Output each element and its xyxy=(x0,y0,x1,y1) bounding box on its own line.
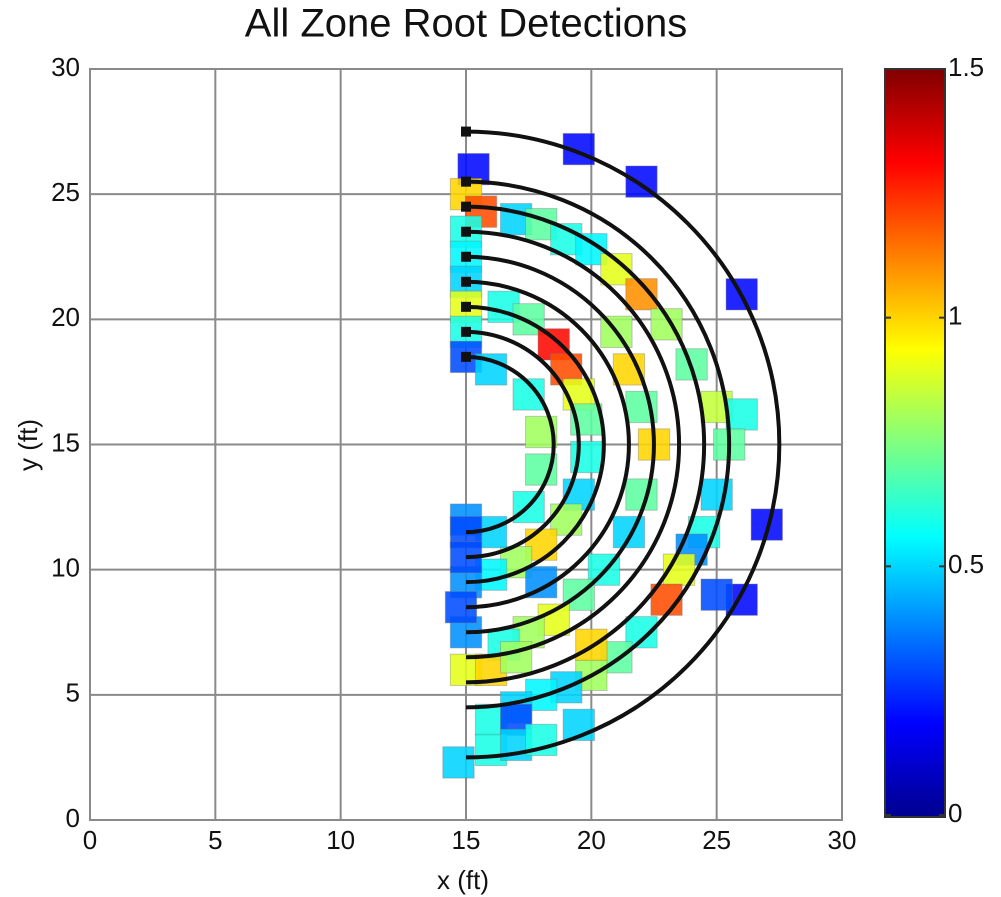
heat-cell xyxy=(700,578,733,611)
y-axis-label: y (ft) xyxy=(13,419,43,471)
zone-arc xyxy=(465,129,782,760)
x-tick-label: 0 xyxy=(83,825,97,855)
y-tick-label: 15 xyxy=(51,427,80,457)
x-tick-label: 10 xyxy=(326,825,355,855)
arc-marker xyxy=(461,301,471,312)
colorbar-tick-label: 1.5 xyxy=(948,52,984,82)
chart-title: All Zone Root Detections xyxy=(245,2,687,46)
y-tick-label: 0 xyxy=(66,803,80,833)
cells xyxy=(442,126,783,779)
y-tick-label: 25 xyxy=(51,177,80,207)
colorbar-tick-label: 0.5 xyxy=(948,549,984,579)
colorbar-tick-label: 1 xyxy=(948,301,962,331)
arc-marker xyxy=(461,251,471,262)
arc-marker xyxy=(461,326,471,337)
zone-arc xyxy=(465,204,707,685)
zone-arc xyxy=(465,254,656,635)
zone-arc xyxy=(465,229,682,660)
arc-marker xyxy=(461,276,471,287)
y-tick-label: 10 xyxy=(51,553,80,583)
x-tick-label: 30 xyxy=(828,825,857,855)
zone-arc xyxy=(465,304,606,585)
arc-marker xyxy=(461,176,471,187)
arc-marker xyxy=(461,351,471,362)
colorbar-tick-label: 0 xyxy=(948,798,962,828)
heat-cell xyxy=(550,503,583,536)
heat-cell xyxy=(725,398,758,431)
colorbar xyxy=(884,68,946,818)
zone-arc xyxy=(465,329,581,560)
heat-cell xyxy=(625,478,658,511)
zone-arc xyxy=(465,354,556,535)
x-tick-label: 15 xyxy=(452,825,481,855)
heat-cell xyxy=(442,746,475,779)
zone-arc xyxy=(465,179,732,710)
heat-cell xyxy=(625,165,658,198)
heat-cell xyxy=(612,515,646,549)
x-axis-label: x (ft) xyxy=(437,865,489,895)
y-tick-label: 30 xyxy=(51,52,80,82)
arc-marker xyxy=(461,126,471,137)
zone-arc xyxy=(465,279,631,610)
x-tick-label: 5 xyxy=(208,825,222,855)
arc-marker xyxy=(461,201,471,212)
y-tick-label: 5 xyxy=(66,678,80,708)
y-tick-label: 20 xyxy=(51,302,80,332)
x-tick-label: 25 xyxy=(702,825,731,855)
x-tick-label: 20 xyxy=(577,825,606,855)
arc-marker xyxy=(461,226,471,237)
